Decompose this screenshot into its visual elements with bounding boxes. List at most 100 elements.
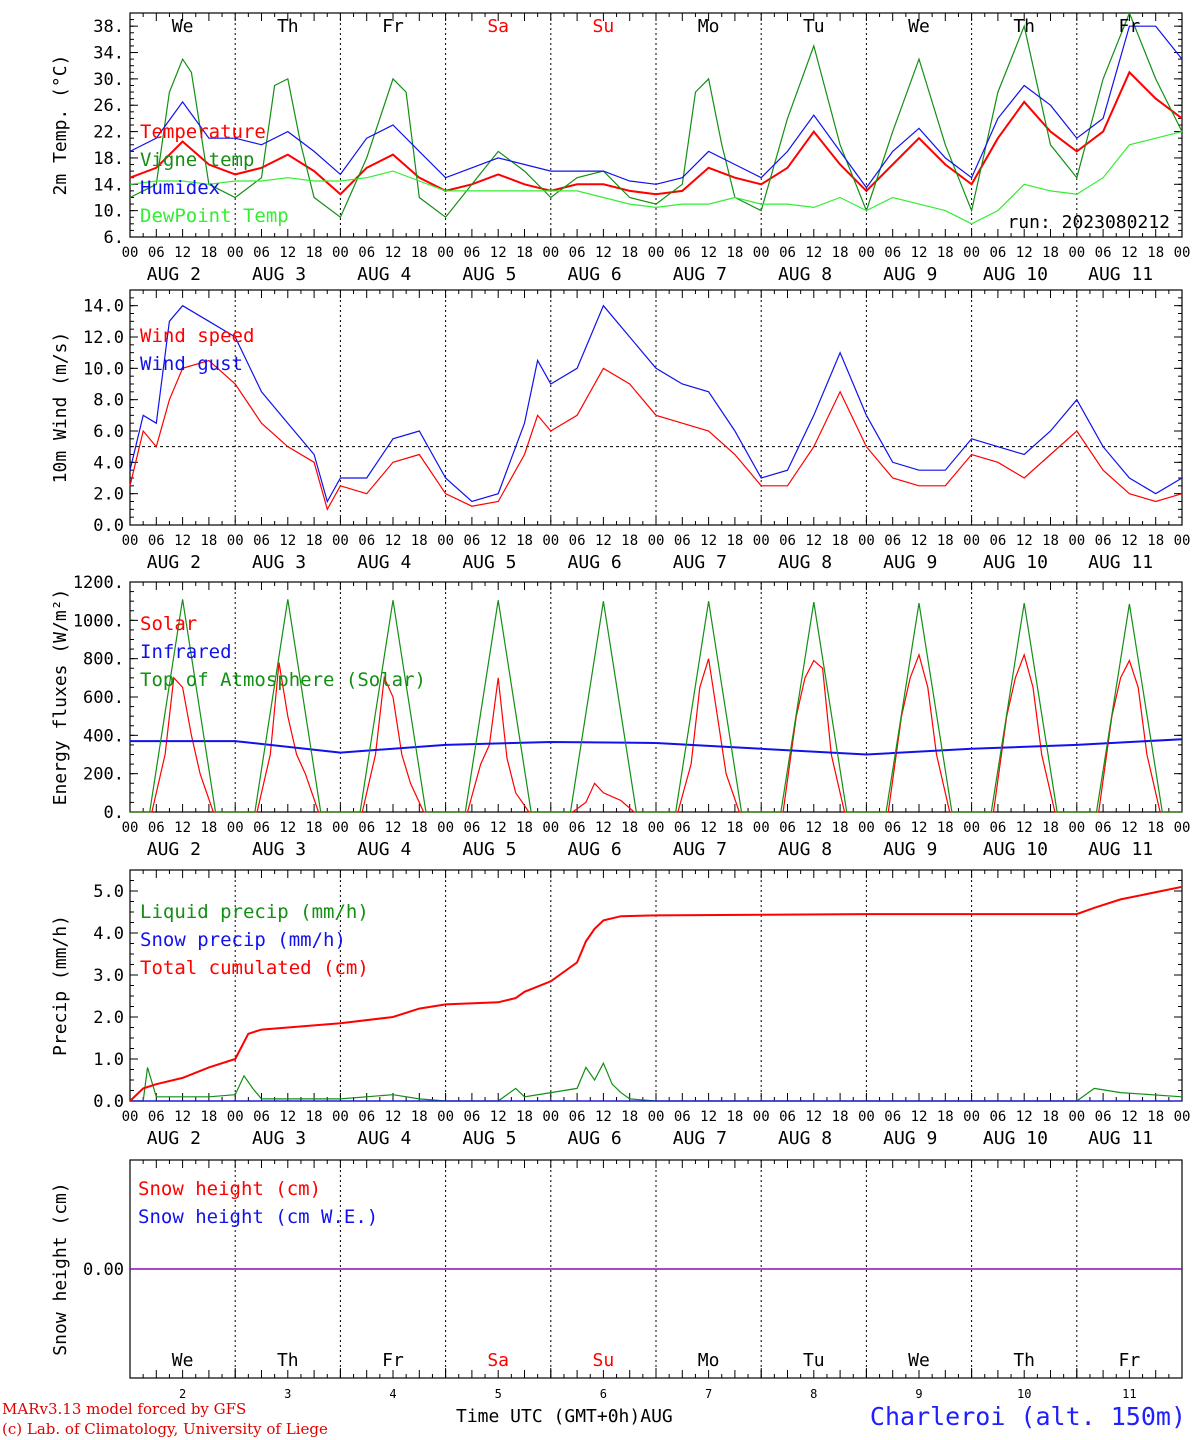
hour-tick-label: 06: [989, 820, 1006, 836]
hour-tick-label: 00: [122, 245, 139, 261]
weekday-label-bottom: We: [908, 1350, 930, 1371]
date-label: AUG 9: [883, 552, 937, 573]
series-line: [129, 11, 1183, 219]
y-tick-label: 6.: [104, 228, 124, 248]
y-tick-label: 4.0: [93, 453, 124, 473]
hour-tick-label: 00: [437, 245, 454, 261]
hour-tick-label: 00: [1068, 1109, 1085, 1125]
hour-tick-label: 12: [385, 245, 402, 261]
legend-entry: Vigne temp: [140, 149, 254, 171]
weekday-label-bottom: Fr: [1119, 1350, 1141, 1371]
date-label: AUG 2: [147, 264, 201, 285]
hour-tick-label: 00: [1174, 1109, 1191, 1125]
date-label: AUG 9: [883, 839, 937, 860]
hour-tick-label: 12: [279, 1109, 296, 1125]
hour-tick-label: 12: [490, 245, 507, 261]
hour-tick-label: 12: [595, 1109, 612, 1125]
run-label: run: 2023080212: [1007, 212, 1170, 233]
y-tick-label: 12.0: [83, 328, 124, 348]
legend-entry: Top of Atmosphere (Solar): [140, 669, 426, 691]
legend-entry: DewPoint Temp: [140, 205, 289, 227]
y-tick-label: 0.00: [83, 1260, 124, 1280]
hour-tick-label: 00: [753, 245, 770, 261]
hour-tick-label: 12: [174, 533, 191, 549]
hour-tick-label: 12: [490, 1109, 507, 1125]
date-label: AUG 8: [778, 839, 832, 860]
y-axis-title: Snow height (cm): [50, 1182, 71, 1355]
legend-entry: Snow height (cm): [138, 1178, 321, 1200]
date-label: AUG 11: [1088, 264, 1153, 285]
date-label: AUG 10: [983, 552, 1048, 573]
hour-tick-label: 18: [1042, 533, 1059, 549]
y-tick-label: 4.0: [93, 924, 124, 944]
weekday-label-top: We: [172, 16, 194, 37]
hour-tick-label: 12: [1121, 533, 1138, 549]
hour-tick-label: 18: [832, 533, 849, 549]
hour-tick-label: 12: [805, 820, 822, 836]
hour-tick-label: 06: [148, 1109, 165, 1125]
weekday-label-bottom: Su: [593, 1350, 615, 1371]
y-tick-label: 3.0: [93, 966, 124, 986]
hour-tick-label: 12: [700, 820, 717, 836]
date-label: AUG 6: [568, 264, 622, 285]
series-line: [129, 885, 1183, 1102]
hour-tick-label: 06: [569, 1109, 586, 1125]
hour-tick-label: 06: [463, 1109, 480, 1125]
hour-tick-label: 06: [148, 245, 165, 261]
date-label: AUG 5: [462, 264, 516, 285]
day-number-label: 7: [705, 1387, 712, 1401]
date-label: AUG 6: [568, 1128, 622, 1149]
hour-tick-label: 06: [884, 245, 901, 261]
hour-tick-label: 00: [227, 533, 244, 549]
credit-line-1: MARv3.13 model forced by GFS: [2, 1400, 247, 1418]
date-label: AUG 3: [252, 264, 306, 285]
hour-tick-label: 12: [1016, 533, 1033, 549]
hour-tick-label: 18: [937, 245, 954, 261]
weekday-label-bottom: Tu: [803, 1350, 825, 1371]
hour-tick-label: 06: [358, 245, 375, 261]
hour-tick-label: 00: [753, 533, 770, 549]
hour-tick-label: 06: [989, 533, 1006, 549]
hour-tick-label: 00: [227, 1109, 244, 1125]
hour-tick-label: 00: [542, 533, 559, 549]
y-tick-label: 14.0: [83, 297, 124, 317]
weekday-label-bottom: We: [172, 1350, 194, 1371]
hour-tick-label: 18: [937, 533, 954, 549]
month-label: AUG: [640, 1406, 673, 1427]
y-tick-label: 1.0: [93, 1050, 124, 1070]
hour-tick-label: 12: [1016, 820, 1033, 836]
y-tick-label: 14.: [93, 175, 124, 195]
hour-tick-label: 12: [279, 820, 296, 836]
date-label: AUG 11: [1088, 552, 1153, 573]
hour-tick-label: 12: [490, 820, 507, 836]
hour-tick-label: 12: [1121, 1109, 1138, 1125]
series-line: [130, 738, 1183, 756]
hour-tick-label: 06: [463, 820, 480, 836]
hour-tick-label: 18: [411, 820, 428, 836]
hour-tick-label: 00: [963, 245, 980, 261]
hour-tick-label: 00: [858, 533, 875, 549]
y-axis-title: 10m Wind (m/s): [50, 332, 71, 484]
hour-tick-label: 06: [884, 533, 901, 549]
weekday-label-top: Mo: [698, 16, 720, 37]
hour-tick-label: 06: [253, 245, 270, 261]
hour-tick-label: 06: [569, 533, 586, 549]
legend-entry: Snow precip (mm/h): [140, 929, 346, 951]
y-tick-label: 30.: [93, 70, 124, 90]
hour-tick-label: 00: [1068, 245, 1085, 261]
date-label: AUG 9: [883, 1128, 937, 1149]
weekday-label-bottom: Th: [277, 1350, 299, 1371]
hour-tick-label: 00: [1068, 533, 1085, 549]
y-tick-label: 8.0: [93, 391, 124, 411]
date-label: AUG 7: [673, 264, 727, 285]
hour-tick-label: 18: [621, 820, 638, 836]
hour-tick-label: 18: [726, 820, 743, 836]
credit-line-2: (c) Lab. of Climatology, University of L…: [2, 1420, 328, 1438]
hour-tick-label: 06: [148, 820, 165, 836]
hour-tick-label: 12: [595, 820, 612, 836]
hour-tick-label: 06: [358, 1109, 375, 1125]
hour-tick-label: 00: [437, 533, 454, 549]
hour-tick-label: 12: [911, 245, 928, 261]
day-number-label: 2: [179, 1387, 186, 1401]
